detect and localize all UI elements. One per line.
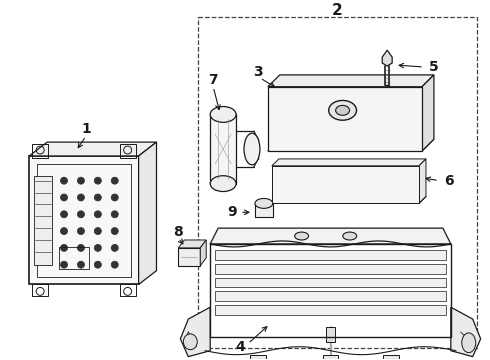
Polygon shape xyxy=(268,75,434,87)
Bar xyxy=(210,244,451,337)
Ellipse shape xyxy=(61,177,68,184)
Ellipse shape xyxy=(111,211,118,218)
Polygon shape xyxy=(451,307,481,357)
Polygon shape xyxy=(29,142,156,156)
Ellipse shape xyxy=(183,334,197,350)
Ellipse shape xyxy=(95,211,101,218)
Text: 6: 6 xyxy=(444,174,454,188)
Ellipse shape xyxy=(61,261,68,268)
Bar xyxy=(120,144,136,158)
Bar xyxy=(178,248,200,266)
Bar xyxy=(59,247,89,269)
Ellipse shape xyxy=(462,333,476,353)
Bar xyxy=(215,278,446,287)
Ellipse shape xyxy=(111,228,118,235)
Text: 1: 1 xyxy=(81,122,91,136)
Ellipse shape xyxy=(329,100,357,120)
Ellipse shape xyxy=(294,232,309,240)
Bar xyxy=(34,176,52,265)
Ellipse shape xyxy=(95,244,101,251)
Bar xyxy=(215,291,446,301)
Bar xyxy=(322,355,339,360)
Bar xyxy=(198,17,477,348)
Bar xyxy=(215,264,446,274)
Ellipse shape xyxy=(210,176,236,192)
Bar xyxy=(210,114,236,184)
Bar xyxy=(325,327,336,342)
Bar xyxy=(37,164,131,276)
Ellipse shape xyxy=(95,177,101,184)
Polygon shape xyxy=(268,87,422,151)
Text: 7: 7 xyxy=(208,73,218,87)
Ellipse shape xyxy=(111,261,118,268)
Ellipse shape xyxy=(61,194,68,201)
Ellipse shape xyxy=(95,194,101,201)
Polygon shape xyxy=(272,159,426,166)
Ellipse shape xyxy=(255,198,273,208)
Bar xyxy=(383,355,399,360)
Polygon shape xyxy=(180,307,210,357)
Ellipse shape xyxy=(111,194,118,201)
Ellipse shape xyxy=(77,194,84,201)
Ellipse shape xyxy=(61,211,68,218)
Ellipse shape xyxy=(95,261,101,268)
Bar xyxy=(215,250,446,260)
Text: 4: 4 xyxy=(235,340,245,354)
Ellipse shape xyxy=(244,133,260,165)
Text: 8: 8 xyxy=(173,225,183,239)
Polygon shape xyxy=(268,139,434,151)
Bar xyxy=(32,144,48,158)
Polygon shape xyxy=(422,75,434,151)
Polygon shape xyxy=(178,240,206,248)
Ellipse shape xyxy=(61,228,68,235)
Ellipse shape xyxy=(111,244,118,251)
Ellipse shape xyxy=(77,244,84,251)
Text: 9: 9 xyxy=(227,205,237,219)
Polygon shape xyxy=(139,142,156,284)
Ellipse shape xyxy=(77,261,84,268)
Ellipse shape xyxy=(95,228,101,235)
Bar xyxy=(29,156,139,284)
Polygon shape xyxy=(419,159,426,203)
Bar xyxy=(250,355,266,360)
Ellipse shape xyxy=(210,107,236,122)
Polygon shape xyxy=(210,228,451,244)
Bar xyxy=(32,284,48,296)
Bar xyxy=(255,203,273,217)
Text: 3: 3 xyxy=(253,65,263,79)
Polygon shape xyxy=(382,50,392,66)
Bar xyxy=(215,305,446,315)
Ellipse shape xyxy=(77,177,84,184)
Ellipse shape xyxy=(61,244,68,251)
Text: 5: 5 xyxy=(429,60,439,74)
Ellipse shape xyxy=(77,228,84,235)
Ellipse shape xyxy=(77,211,84,218)
Polygon shape xyxy=(272,166,419,203)
Polygon shape xyxy=(200,240,206,266)
Ellipse shape xyxy=(336,105,349,115)
Ellipse shape xyxy=(343,232,357,240)
Ellipse shape xyxy=(111,177,118,184)
Bar xyxy=(120,284,136,296)
Text: 2: 2 xyxy=(332,3,343,18)
